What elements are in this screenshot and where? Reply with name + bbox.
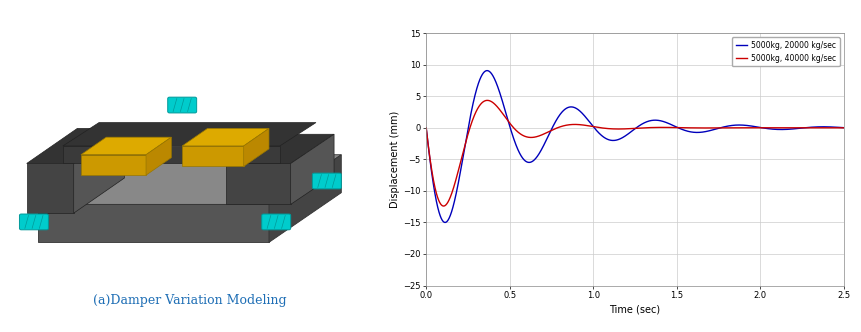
5000kg, 40000 kg/sec (438, 204, 449, 208)
Polygon shape (244, 128, 269, 166)
Polygon shape (183, 146, 244, 166)
Polygon shape (38, 205, 269, 242)
5000kg, 40000 kg/sec (831, 126, 841, 130)
Polygon shape (81, 137, 171, 155)
5000kg, 20000 kg/sec (421, 126, 431, 130)
5000kg, 20000 kg/sec (581, 116, 592, 120)
5000kg, 20000 kg/sec (831, 125, 841, 129)
5000kg, 40000 kg/sec (421, 126, 431, 130)
Legend: 5000kg, 20000 kg/sec, 5000kg, 40000 kg/sec: 5000kg, 20000 kg/sec, 5000kg, 40000 kg/s… (732, 37, 840, 66)
5000kg, 40000 kg/sec (482, 98, 492, 102)
5000kg, 40000 kg/sec (493, 107, 504, 111)
5000kg, 20000 kg/sec (482, 69, 492, 73)
FancyBboxPatch shape (262, 214, 291, 230)
Polygon shape (269, 155, 341, 242)
5000kg, 20000 kg/sec (493, 88, 504, 92)
Polygon shape (291, 134, 334, 205)
FancyBboxPatch shape (20, 214, 48, 230)
Line: 5000kg, 20000 kg/sec: 5000kg, 20000 kg/sec (426, 71, 844, 222)
X-axis label: Time (sec): Time (sec) (610, 304, 660, 314)
Polygon shape (183, 128, 269, 146)
Polygon shape (38, 155, 341, 205)
5000kg, 40000 kg/sec (468, 115, 479, 119)
Polygon shape (27, 128, 124, 163)
5000kg, 40000 kg/sec (786, 126, 796, 130)
Polygon shape (81, 155, 146, 175)
Polygon shape (146, 137, 171, 175)
Line: 5000kg, 40000 kg/sec: 5000kg, 40000 kg/sec (426, 100, 844, 206)
FancyBboxPatch shape (313, 173, 341, 189)
Polygon shape (27, 163, 74, 213)
5000kg, 20000 kg/sec (440, 220, 450, 224)
5000kg, 20000 kg/sec (786, 127, 796, 131)
5000kg, 40000 kg/sec (599, 126, 610, 130)
Y-axis label: Displacement (mm): Displacement (mm) (390, 111, 400, 208)
Text: (a)Damper Variation Modeling: (a)Damper Variation Modeling (93, 294, 286, 307)
5000kg, 20000 kg/sec (599, 136, 610, 140)
Polygon shape (63, 146, 280, 163)
Polygon shape (226, 134, 334, 163)
5000kg, 40000 kg/sec (839, 126, 849, 130)
5000kg, 20000 kg/sec (468, 98, 479, 102)
5000kg, 20000 kg/sec (839, 126, 849, 130)
FancyBboxPatch shape (168, 97, 196, 113)
5000kg, 40000 kg/sec (581, 124, 592, 127)
Polygon shape (74, 128, 124, 213)
Polygon shape (63, 123, 316, 146)
Polygon shape (226, 163, 291, 205)
